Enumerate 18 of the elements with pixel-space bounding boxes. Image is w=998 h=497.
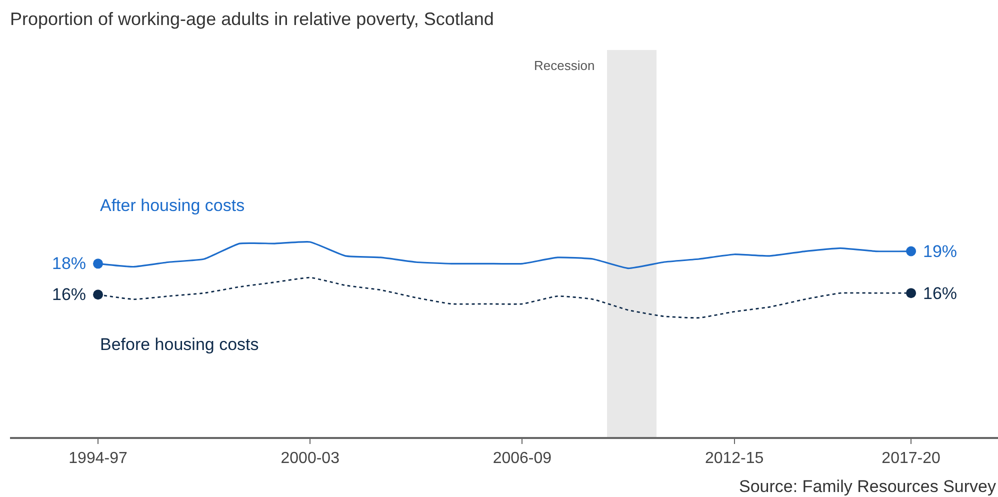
point bbox=[906, 246, 916, 256]
data-label: 16% bbox=[52, 285, 86, 304]
source-note: Source: Family Resources Survey bbox=[739, 477, 996, 496]
x-tick-label: 2017-20 bbox=[882, 450, 940, 468]
text: Before housing costs bbox=[100, 335, 259, 354]
point bbox=[93, 258, 104, 269]
data-label: 16% bbox=[923, 284, 958, 303]
x-tick-label: 2006-09 bbox=[492, 450, 552, 468]
x-tick-label: 2000-03 bbox=[280, 450, 340, 468]
series-label: After housing costs bbox=[100, 196, 245, 215]
x-tick-label: 1994-97 bbox=[68, 450, 128, 468]
data-label: 18% bbox=[52, 254, 86, 273]
data-label: 19% bbox=[923, 242, 958, 261]
chart-title: Proportion of working-age adults in relative poverty, Scotland bbox=[10, 9, 494, 30]
x-tick-label: 2012-15 bbox=[704, 450, 764, 468]
point bbox=[93, 290, 104, 300]
point bbox=[906, 288, 916, 298]
text: Recession bbox=[534, 58, 595, 73]
